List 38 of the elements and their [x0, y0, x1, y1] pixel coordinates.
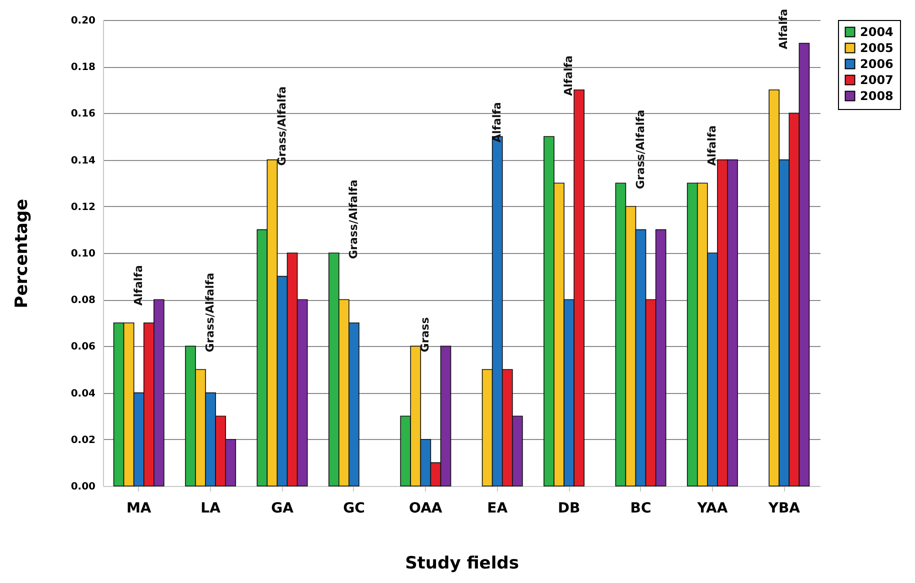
- y-tick-label: 0.02: [70, 434, 96, 446]
- annotation: Alfalfa: [777, 8, 790, 50]
- annotation: Grass/Alfalfa: [275, 86, 288, 166]
- x-tick-label: EA: [487, 500, 508, 516]
- annotation: Grass: [418, 316, 432, 352]
- x-tick-label: OAA: [409, 500, 442, 516]
- y-tick-label: 0.12: [70, 202, 96, 213]
- x-tick-label: YBA: [767, 500, 800, 516]
- x-tick-label: DB: [558, 500, 580, 516]
- annotation: Alfalfa: [705, 125, 718, 166]
- y-axis-title: Percentage: [12, 198, 32, 308]
- x-tick-label: GA: [271, 500, 294, 516]
- legend-label: 2006: [860, 57, 894, 71]
- y-tick-label: 0.04: [70, 388, 96, 400]
- y-tick-label: 0.08: [70, 295, 96, 306]
- annotation: Alfalfa: [562, 55, 576, 96]
- y-tick-label: 0.18: [70, 62, 96, 74]
- y-tick-label: 0.10: [70, 248, 96, 260]
- x-tick-label: YAA: [696, 500, 728, 516]
- annotation: Grass/Alfalfa: [204, 272, 217, 352]
- legend-label: 2004: [860, 25, 894, 39]
- x-tick-label: GC: [343, 500, 365, 516]
- x-tick-label: LA: [200, 500, 221, 516]
- legend-label: 2007: [860, 73, 894, 87]
- annotation: Grass/Alfalfa: [634, 110, 647, 190]
- legend-label: 2008: [860, 89, 894, 103]
- y-tick-label: 0.14: [70, 155, 96, 166]
- annotation: Grass/Alfalfa: [346, 180, 360, 259]
- y-tick-label: 0.00: [70, 482, 96, 492]
- y-tick-label: 0.16: [70, 108, 96, 120]
- y-tick-label: 0.20: [70, 16, 96, 26]
- annotation: Alfalfa: [132, 265, 145, 306]
- x-axis-title: Study fields: [405, 554, 519, 574]
- x-tick-label: BC: [630, 500, 652, 516]
- annotation: Alfalfa: [490, 102, 504, 142]
- legend-label: 2005: [860, 41, 894, 55]
- y-tick-label: 0.06: [70, 342, 96, 353]
- x-tick-label: MA: [126, 500, 152, 516]
